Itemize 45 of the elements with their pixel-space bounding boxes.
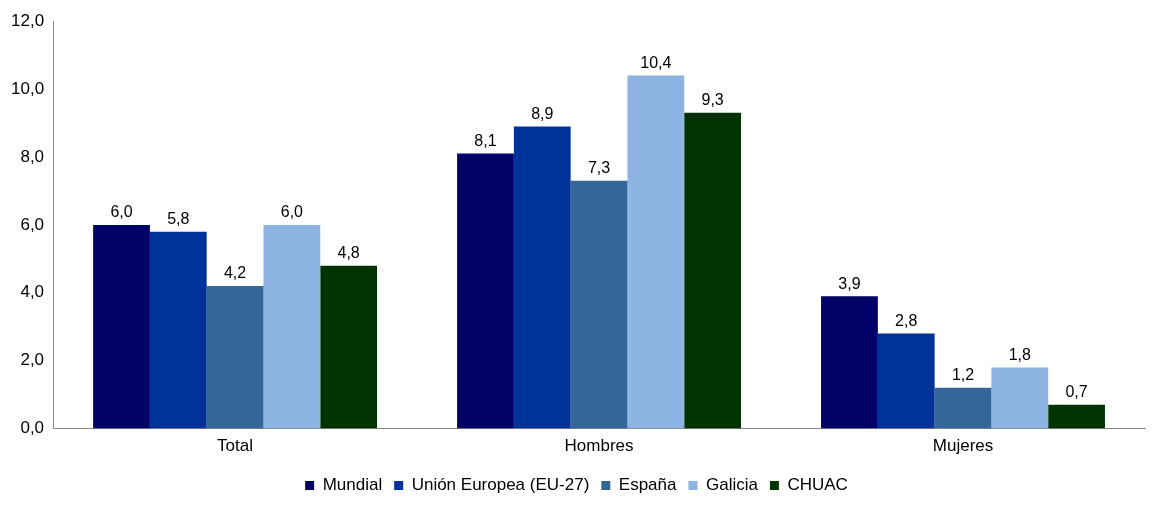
bar	[877, 333, 935, 429]
x-tick-label: Hombres	[564, 436, 634, 456]
data-label: 2,8	[895, 311, 918, 329]
data-label: 9,3	[701, 91, 724, 109]
bar	[934, 387, 992, 429]
y-tick-label: 8,0	[20, 146, 45, 166]
y-tick-label: 4,0	[20, 282, 45, 302]
data-label: 6,0	[110, 203, 133, 221]
bar	[320, 265, 378, 429]
data-label: 4,2	[223, 264, 247, 282]
bar	[513, 126, 571, 429]
y-tick-label: 12,0	[10, 10, 45, 30]
bar	[206, 286, 264, 429]
bar	[149, 231, 207, 429]
bar	[627, 75, 685, 429]
bar	[821, 296, 878, 429]
legend-label: Unión Europea (EU-27)	[411, 475, 590, 495]
data-label: 10,4	[640, 53, 672, 71]
y-tick-label: 10,0	[10, 78, 45, 98]
data-label: 4,8	[337, 244, 360, 262]
data-label: 8,1	[474, 132, 497, 150]
bar	[93, 224, 150, 429]
data-label: 8,9	[531, 104, 554, 122]
y-tick-label: 0,0	[20, 418, 45, 438]
bar	[457, 153, 514, 429]
legend-label: Galicia	[705, 475, 759, 495]
legend-label: España	[618, 475, 678, 495]
bar	[263, 224, 321, 429]
x-tick-label: Total	[217, 436, 254, 456]
x-tick-label: Mujeres	[932, 436, 994, 456]
bar	[570, 180, 628, 429]
bar	[991, 367, 1049, 429]
data-label: 1,2	[951, 366, 975, 384]
data-label: 1,8	[1008, 345, 1032, 363]
data-label: 5,8	[167, 210, 190, 228]
data-label: 0,7	[1065, 383, 1088, 401]
bar	[684, 112, 741, 429]
y-tick-label: 2,0	[20, 350, 45, 370]
bar	[1048, 404, 1105, 429]
data-label: 3,9	[838, 274, 861, 292]
data-label: 6,0	[280, 203, 304, 221]
legend-label: Mundial	[322, 475, 383, 495]
data-label: 7,3	[587, 159, 611, 177]
y-tick-label: 6,0	[20, 214, 45, 234]
legend-label: CHUAC	[787, 475, 848, 495]
